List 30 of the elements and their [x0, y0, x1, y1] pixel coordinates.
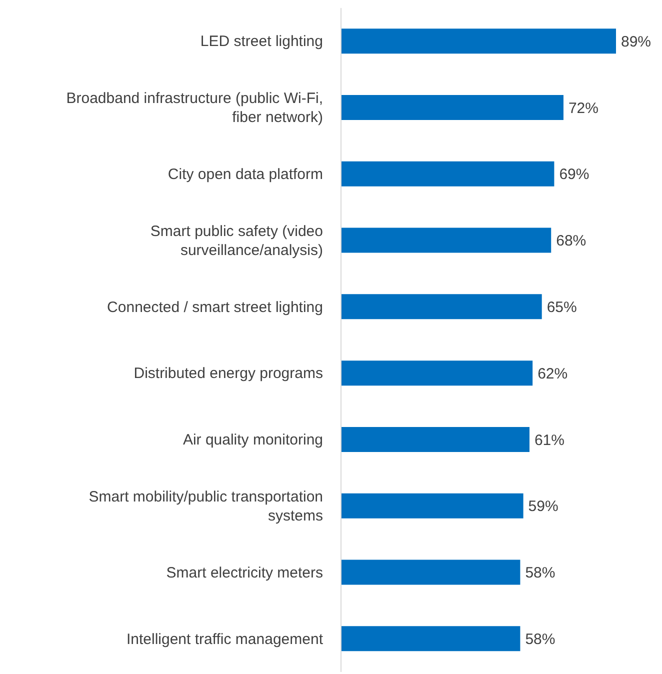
- bar: [341, 560, 520, 585]
- y-tick-label: Smart public safety (video surveillance/analysis): [150, 222, 323, 258]
- y-tick-label: Intelligent traffic management: [126, 630, 324, 648]
- y-tick-label: Air quality monitoring: [182, 431, 323, 448]
- bar: [341, 493, 524, 518]
- data-label: 72%: [568, 100, 599, 117]
- data-label: 58%: [525, 631, 556, 648]
- y-tick-label: Smart electricity meters: [166, 564, 323, 581]
- y-tick-label: Distributed energy programs: [134, 364, 323, 382]
- data-label: 89%: [621, 33, 652, 50]
- bar: [341, 360, 533, 386]
- y-tick-label: LED street lighting: [200, 32, 323, 50]
- data-label: 68%: [556, 232, 586, 250]
- y-tick-label: Connected / smart street lighting: [107, 298, 323, 316]
- bar: [341, 28, 616, 54]
- bar: [341, 94, 564, 120]
- bar: [341, 626, 520, 652]
- data-label: 59%: [528, 498, 558, 516]
- data-label: 65%: [546, 299, 577, 316]
- data-label: 58%: [525, 564, 556, 582]
- data-label: 61%: [534, 432, 565, 449]
- y-tick-label: Smart mobility/public transportation systems: [88, 488, 323, 524]
- y-tick-label: City open data platform: [168, 166, 323, 182]
- bar: [341, 228, 552, 253]
- y-tick-label: Broadband infrastructure (public Wi-Fi, fiber network): [66, 90, 323, 126]
- data-label: 62%: [538, 365, 568, 382]
- bar: [341, 161, 554, 186]
- data-label: 69%: [559, 166, 590, 184]
- bar: [341, 294, 542, 320]
- bar: [341, 426, 530, 452]
